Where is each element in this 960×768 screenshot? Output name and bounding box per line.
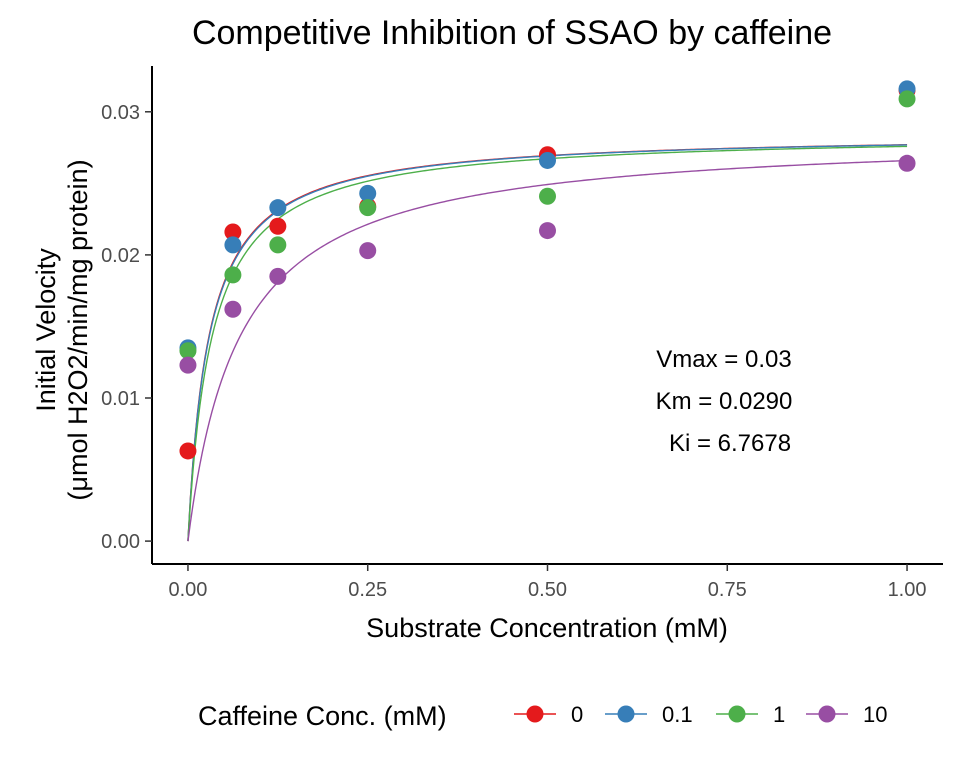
x-tick-label: 0.75 xyxy=(708,579,747,601)
data-point-10 xyxy=(898,154,916,172)
fit-curve-10 xyxy=(187,159,908,542)
legend-label: 0.1 xyxy=(662,702,693,727)
y-tick-label: 0.02 xyxy=(101,245,140,267)
y-axis-title-line1: Initial Velocity xyxy=(31,248,61,412)
legend-title: Caffeine Conc. (mM) xyxy=(198,701,447,731)
data-point-1 xyxy=(898,90,916,108)
x-tick-label: 0.00 xyxy=(168,579,207,601)
annotation-vmax: Vmax = 0.03 xyxy=(656,346,791,373)
legend-key-point xyxy=(526,705,544,723)
legend-label: 10 xyxy=(863,702,887,727)
fit-curve-1 xyxy=(187,145,908,542)
chart-title: Competitive Inhibition of SSAO by caffei… xyxy=(192,14,832,52)
data-point-1 xyxy=(359,199,377,217)
legend-label: 0 xyxy=(571,702,583,727)
data-point-0.1 xyxy=(359,184,377,202)
x-tick-label: 0.50 xyxy=(528,579,567,601)
data-point-1 xyxy=(269,236,287,254)
data-point-0 xyxy=(269,217,287,235)
legend-item-1: 1 xyxy=(716,702,785,727)
legend-key-point xyxy=(818,705,836,723)
data-point-1 xyxy=(224,266,242,284)
annotation-ki: Ki = 6.7678 xyxy=(669,430,791,457)
data-point-0 xyxy=(179,442,197,460)
data-point-10 xyxy=(224,300,242,318)
data-point-10 xyxy=(179,356,197,374)
legend-key-point xyxy=(728,705,746,723)
y-tick-label: 0.00 xyxy=(101,531,140,553)
legend-item-0.1: 0.1 xyxy=(605,702,693,727)
legend-item-0: 0 xyxy=(514,702,583,727)
plot-area: 0.00 0.25 0.50 0.75 1.00 0.00 0.01 0.02 0.03 xyxy=(101,66,943,601)
y-axis-title-line2: (μmol H2O2/min/mg protein) xyxy=(63,159,93,500)
data-point-10 xyxy=(359,242,377,260)
annotations: Vmax = 0.03 Km = 0.0290 Ki = 6.7678 xyxy=(656,346,793,457)
x-tick-label: 1.00 xyxy=(888,579,927,601)
legend-item-10: 10 xyxy=(806,702,887,727)
y-tick-label: 0.03 xyxy=(101,102,140,124)
data-point-0.1 xyxy=(539,151,556,169)
data-point-1 xyxy=(539,187,556,205)
data-point-0 xyxy=(224,223,242,241)
data-point-0.1 xyxy=(269,199,287,217)
legend: Caffeine Conc. (mM) 0 0.1 1 10 xyxy=(198,701,887,731)
y-axis-title: Initial Velocity (μmol H2O2/min/mg prote… xyxy=(31,159,93,500)
data-point-10 xyxy=(269,267,287,285)
data-point-1 xyxy=(179,342,197,360)
legend-key-point xyxy=(617,705,635,723)
x-tick-label: 0.25 xyxy=(348,579,387,601)
x-axis-title: Substrate Concentration (mM) xyxy=(366,613,728,643)
annotation-km: Km = 0.0290 xyxy=(656,388,793,415)
legend-label: 1 xyxy=(773,702,785,727)
y-tick-label: 0.01 xyxy=(101,388,140,410)
data-point-0.1 xyxy=(224,236,242,254)
data-point-10 xyxy=(539,222,556,240)
